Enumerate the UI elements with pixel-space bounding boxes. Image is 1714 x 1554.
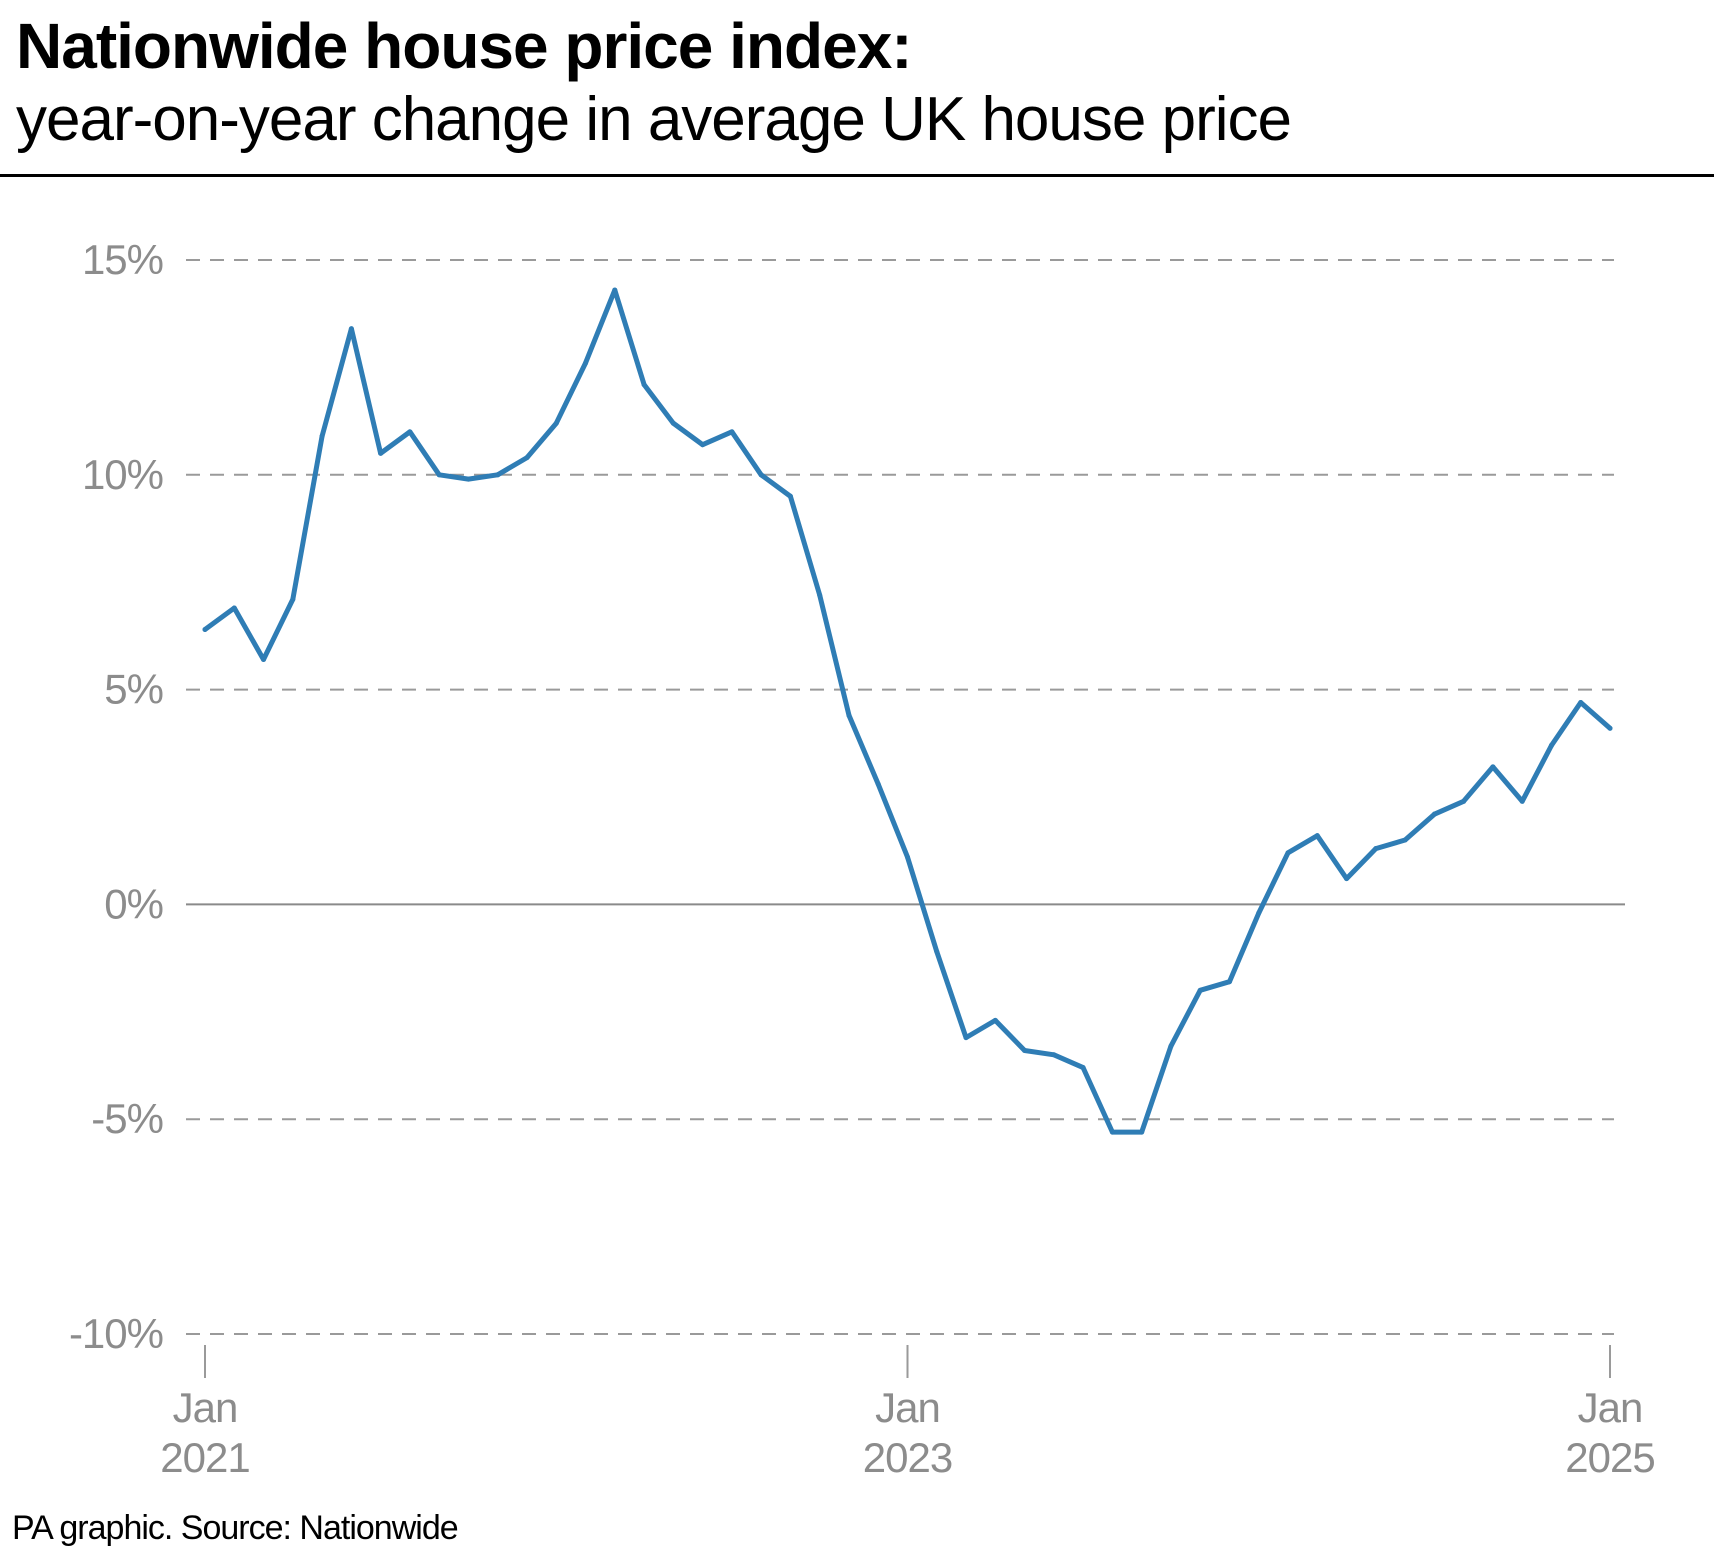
x-tick-label: 2021	[160, 1434, 249, 1481]
x-tick-label: 2023	[863, 1434, 952, 1481]
source-credit: PA graphic. Source: Nationwide	[12, 1509, 459, 1547]
data-point	[846, 712, 852, 718]
data-point	[641, 382, 647, 388]
chart-title: Nationwide house price index:	[16, 10, 913, 82]
data-point	[378, 450, 384, 456]
data-point	[1548, 742, 1554, 748]
data-point	[1109, 1129, 1115, 1135]
data-point	[348, 326, 354, 332]
x-tick-label: Jan	[1578, 1384, 1643, 1431]
data-point	[1344, 876, 1350, 882]
y-tick-label: 15%	[82, 236, 163, 283]
data-point	[231, 605, 237, 611]
y-tick-label: 5%	[104, 666, 163, 713]
data-point	[495, 472, 501, 478]
data-point	[963, 1035, 969, 1041]
x-tick-label: Jan	[875, 1384, 940, 1431]
x-tick-label: Jan	[173, 1384, 238, 1431]
data-point	[1285, 850, 1291, 856]
x-tick-label: 2025	[1565, 1434, 1654, 1481]
data-point	[202, 626, 208, 632]
data-point	[583, 360, 589, 366]
data-point	[261, 657, 267, 663]
data-point	[1168, 1043, 1174, 1049]
data-point	[1490, 764, 1496, 770]
data-point	[1139, 1129, 1145, 1135]
data-point	[1461, 798, 1467, 804]
data-point	[524, 455, 530, 461]
data-point	[992, 1017, 998, 1023]
data-point	[670, 420, 676, 426]
y-tick-label: 10%	[82, 451, 163, 498]
data-point	[700, 442, 706, 448]
y-tick-label: -5%	[91, 1095, 163, 1142]
chart-subtitle: year-on-year change in average UK house …	[16, 85, 1292, 154]
data-point	[1022, 1047, 1028, 1053]
data-point	[407, 429, 413, 435]
data-point	[612, 287, 618, 293]
data-point	[817, 592, 823, 598]
data-point	[1051, 1052, 1057, 1058]
data-point	[1431, 811, 1437, 817]
data-point	[1197, 987, 1203, 993]
title-divider	[0, 174, 1714, 177]
data-point	[875, 781, 881, 787]
data-point	[319, 433, 325, 439]
data-point	[1226, 979, 1232, 985]
data-point	[1314, 833, 1320, 839]
data-point	[290, 596, 296, 602]
data-point	[1402, 837, 1408, 843]
series-line	[202, 287, 1613, 1135]
y-tick-label: -10%	[69, 1310, 163, 1357]
data-point	[905, 854, 910, 860]
data-point	[1607, 725, 1613, 731]
data-point	[1578, 699, 1584, 705]
data-point	[787, 493, 793, 499]
data-point	[934, 949, 940, 955]
data-point	[758, 472, 764, 478]
data-point	[553, 420, 559, 426]
y-tick-label: 0%	[104, 880, 163, 927]
data-point	[1373, 846, 1379, 852]
data-point	[1519, 798, 1525, 804]
data-point	[1080, 1065, 1086, 1071]
data-point	[1256, 910, 1262, 916]
data-point	[729, 429, 735, 435]
data-point	[436, 472, 442, 478]
data-point	[465, 476, 471, 482]
